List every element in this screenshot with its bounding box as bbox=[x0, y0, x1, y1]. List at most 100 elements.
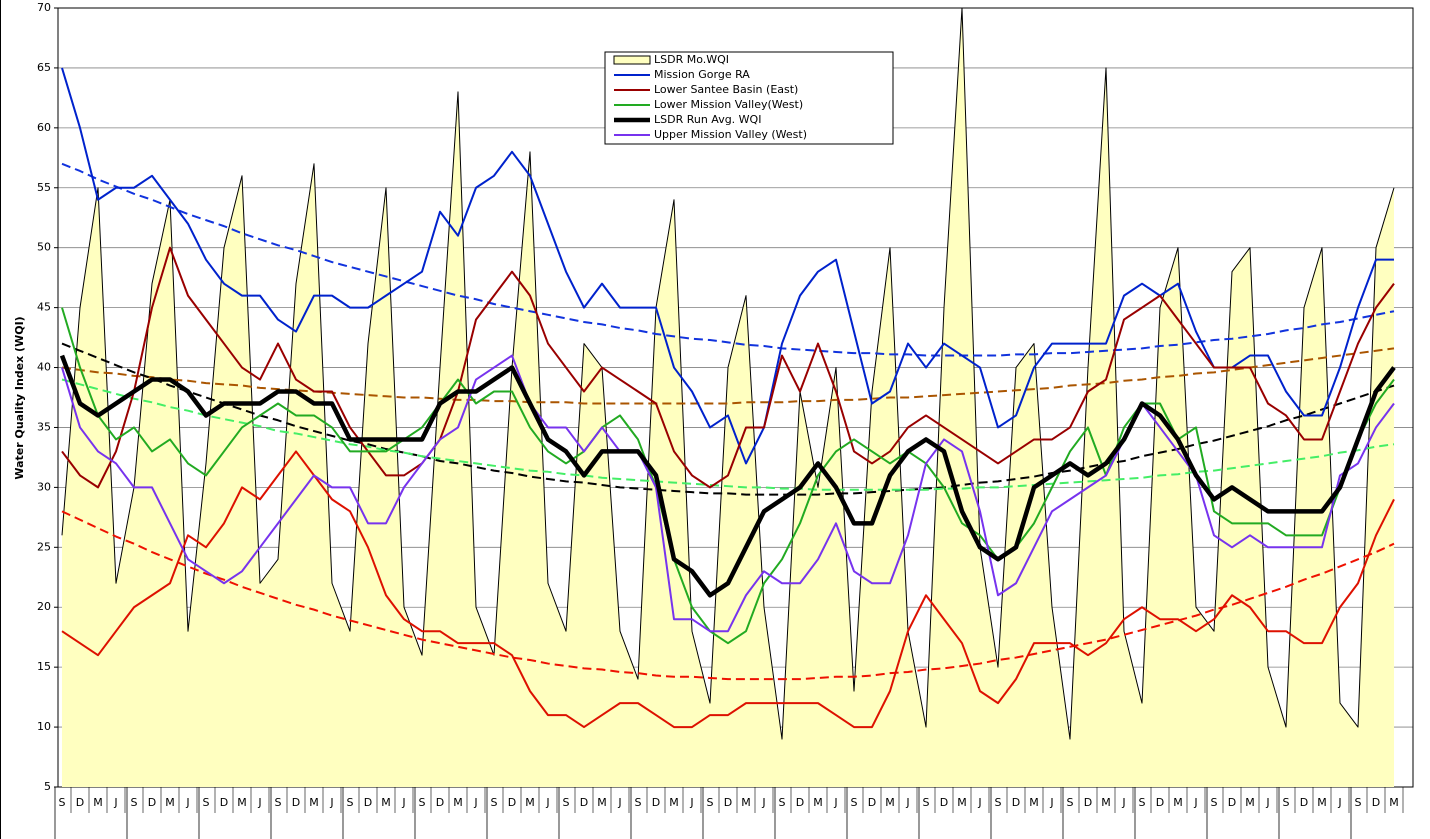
x-tick-label: S bbox=[1139, 796, 1146, 809]
trend-line bbox=[61, 378, 1395, 491]
series-line bbox=[61, 246, 1395, 489]
trend-line bbox=[61, 347, 1395, 405]
x-tick-label: S bbox=[131, 796, 138, 809]
y-tick-label: 70 bbox=[37, 1, 51, 14]
x-tick-label: J bbox=[977, 796, 981, 809]
x-tick-label: D bbox=[724, 796, 732, 809]
x-tick-label: D bbox=[1228, 796, 1236, 809]
y-tick-label: 20 bbox=[37, 600, 51, 613]
x-tick-label: S bbox=[1355, 796, 1362, 809]
x-tick-label: S bbox=[1067, 796, 1074, 809]
x-tick-label: D bbox=[76, 796, 84, 809]
y-tick-label: 40 bbox=[37, 361, 51, 374]
x-tick-label: S bbox=[1211, 796, 1218, 809]
x-tick-label: S bbox=[779, 796, 786, 809]
trend-line bbox=[61, 342, 1395, 496]
x-tick-label: J bbox=[257, 796, 261, 809]
y-tick-label: 25 bbox=[37, 540, 51, 553]
x-tick-label: S bbox=[419, 796, 426, 809]
x-tick-label: J bbox=[545, 796, 549, 809]
legend-label: LSDR Mo.WQI bbox=[654, 53, 729, 66]
trend-line bbox=[61, 510, 1395, 681]
trend-line bbox=[61, 162, 1395, 357]
x-tick-label: D bbox=[1372, 796, 1380, 809]
x-tick-label: S bbox=[923, 796, 930, 809]
x-tick-label: M bbox=[597, 796, 607, 809]
x-tick-label: J bbox=[1049, 796, 1053, 809]
x-tick-label: S bbox=[563, 796, 570, 809]
x-tick-label: M bbox=[669, 796, 679, 809]
legend-label: LSDR Run Avg. WQI bbox=[654, 113, 761, 126]
x-tick-label: J bbox=[761, 796, 765, 809]
x-tick-label: M bbox=[1317, 796, 1327, 809]
x-tick-label: S bbox=[635, 796, 642, 809]
y-tick-label: 45 bbox=[37, 301, 51, 314]
x-tick-label: D bbox=[1084, 796, 1092, 809]
y-tick-label: 5 bbox=[44, 780, 51, 793]
x-tick-label: S bbox=[995, 796, 1002, 809]
x-tick-label: M bbox=[1245, 796, 1255, 809]
x-tick-label: M bbox=[93, 796, 103, 809]
x-tick-label: M bbox=[453, 796, 463, 809]
x-tick-label: D bbox=[940, 796, 948, 809]
x-tick-label: S bbox=[491, 796, 498, 809]
y-tick-label: 50 bbox=[37, 241, 51, 254]
x-tick-label: M bbox=[957, 796, 967, 809]
x-tick-label: D bbox=[1156, 796, 1164, 809]
x-tick-label: M bbox=[885, 796, 895, 809]
x-tick-label: D bbox=[508, 796, 516, 809]
x-tick-label: D bbox=[1300, 796, 1308, 809]
x-tick-label: M bbox=[1029, 796, 1039, 809]
x-tick-label: S bbox=[203, 796, 210, 809]
x-tick-label: M bbox=[237, 796, 247, 809]
x-tick-label: J bbox=[1193, 796, 1197, 809]
x-tick-label: J bbox=[185, 796, 189, 809]
legend-swatch bbox=[613, 55, 651, 65]
series-line bbox=[61, 450, 1395, 729]
legend-label: Upper Mission Valley (West) bbox=[654, 128, 807, 141]
x-tick-label: J bbox=[1337, 796, 1341, 809]
series-line bbox=[61, 354, 1395, 633]
x-tick-label: M bbox=[1173, 796, 1183, 809]
legend-label: Lower Mission Valley(West) bbox=[654, 98, 803, 111]
y-tick-label: 35 bbox=[37, 420, 51, 433]
x-tick-label: D bbox=[148, 796, 156, 809]
area-fill bbox=[62, 8, 1394, 787]
y-axis-label: Water Quality Index (WQI) bbox=[13, 316, 26, 479]
series-line bbox=[61, 67, 1394, 465]
x-tick-label: J bbox=[473, 796, 477, 809]
x-tick-label: M bbox=[741, 796, 751, 809]
x-tick-label: D bbox=[580, 796, 588, 809]
x-tick-label: M bbox=[813, 796, 823, 809]
x-tick-label: D bbox=[652, 796, 660, 809]
x-tick-label: J bbox=[329, 796, 333, 809]
x-tick-label: D bbox=[1012, 796, 1020, 809]
x-tick-label: J bbox=[833, 796, 837, 809]
x-tick-label: J bbox=[689, 796, 693, 809]
x-tick-label: J bbox=[1265, 796, 1269, 809]
legend-label: Lower Santee Basin (East) bbox=[654, 83, 798, 96]
x-tick-label: S bbox=[851, 796, 858, 809]
y-tick-label: 55 bbox=[37, 181, 51, 194]
legend-box bbox=[604, 51, 894, 145]
x-tick-label: M bbox=[525, 796, 535, 809]
x-tick-label: D bbox=[364, 796, 372, 809]
y-tick-label: 15 bbox=[37, 660, 51, 673]
x-tick-label: S bbox=[275, 796, 282, 809]
x-tick-label: S bbox=[347, 796, 354, 809]
x-tick-label: M bbox=[381, 796, 391, 809]
x-tick-label: D bbox=[436, 796, 444, 809]
y-tick-label: 65 bbox=[37, 61, 51, 74]
x-tick-label: M bbox=[165, 796, 175, 809]
x-tick-label: D bbox=[796, 796, 804, 809]
x-tick-label: J bbox=[1121, 796, 1125, 809]
x-tick-label: M bbox=[1389, 796, 1399, 809]
x-tick-label: D bbox=[220, 796, 228, 809]
x-tick-label: S bbox=[707, 796, 714, 809]
legend-label: Mission Gorge RA bbox=[654, 68, 750, 81]
x-tick-label: J bbox=[617, 796, 621, 809]
x-tick-label: J bbox=[905, 796, 909, 809]
x-tick-label: S bbox=[1283, 796, 1290, 809]
